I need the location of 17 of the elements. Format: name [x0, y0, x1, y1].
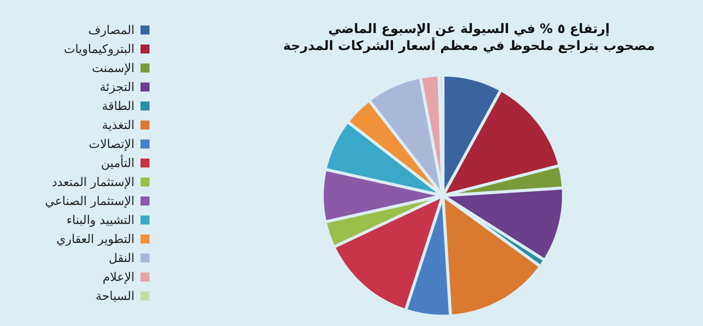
legend-label: الإعلام: [102, 270, 135, 284]
legend-label: الطاقة: [102, 99, 135, 113]
legend-label: الإتصالات: [88, 137, 135, 151]
legend-label: النقل: [108, 251, 135, 265]
legend-label: التأمين: [101, 154, 135, 170]
legend-label: المصارف: [88, 23, 135, 37]
text: مصحوب بتراجع ملحوظ في معظم أسعار الشركات المدرجة: [283, 37, 655, 54]
legend-label: السياحة: [96, 289, 135, 303]
legend-label: البتروكيماويات: [64, 42, 135, 56]
legend-label: الإستثمار المتعدد: [52, 175, 135, 189]
legend-label: التطوير العقاري: [56, 232, 135, 246]
legend-label: الإسمنت: [92, 61, 135, 75]
legend-label: الإستثمار الصناعي: [45, 194, 135, 208]
legend-label: التشييد والبناء: [66, 213, 135, 227]
legend-label: التجزئة: [100, 80, 135, 94]
chart-title: إرتفاع ٥ % في السيولة عن الإسبوع الماضي: [328, 22, 610, 37]
legend-label: التغذية: [102, 118, 135, 132]
